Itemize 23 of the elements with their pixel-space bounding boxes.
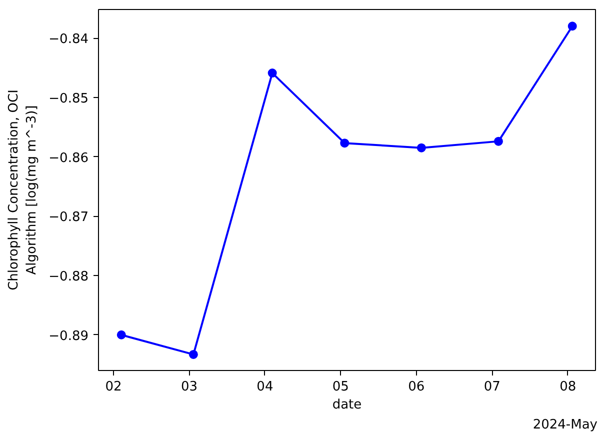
point bbox=[188, 350, 198, 359]
x-tick-label: 03 bbox=[180, 380, 198, 394]
point bbox=[568, 22, 577, 31]
y-tick-label: −0.86 bbox=[48, 150, 89, 166]
y-tick-label: −0.88 bbox=[48, 270, 89, 284]
y-tick-label: −0.87 bbox=[48, 210, 89, 226]
x-tick-label: 02 bbox=[105, 380, 122, 394]
text: 2024-May bbox=[532, 418, 598, 432]
y-tick-label: −0.89 bbox=[48, 328, 89, 344]
point bbox=[494, 136, 503, 146]
x-tick-label: 06 bbox=[408, 380, 425, 394]
y-tick-label: −0.85 bbox=[48, 91, 89, 106]
point bbox=[116, 330, 126, 340]
point bbox=[416, 143, 426, 152]
x-tick-label: 07 bbox=[484, 380, 500, 394]
point bbox=[268, 68, 277, 78]
y-tick-label: −0.84 bbox=[48, 32, 89, 47]
x-axis-title: date bbox=[332, 398, 362, 412]
x-tick-label: 05 bbox=[332, 380, 349, 394]
x-tick-label: 08 bbox=[560, 380, 576, 394]
y-axis-title: Chlorophyll Concentration, OCI Algorithm [log(mg m^-3)] bbox=[6, 90, 40, 290]
x-tick-label: 04 bbox=[256, 380, 274, 394]
point bbox=[340, 138, 350, 148]
